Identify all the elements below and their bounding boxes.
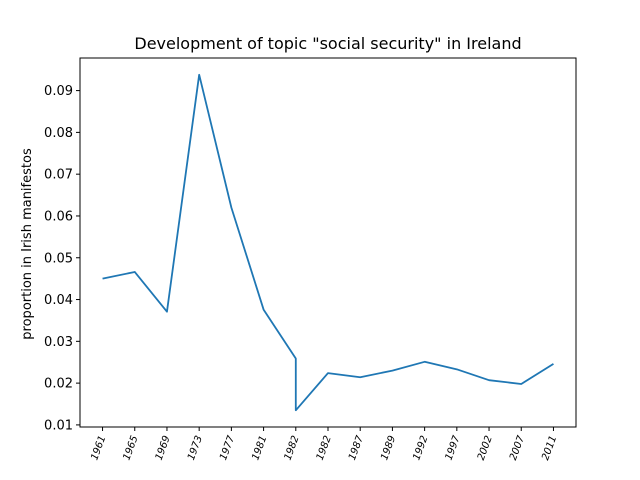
y-tick-label: 0.04 <box>44 293 73 308</box>
y-tick-label: 0.09 <box>44 84 73 99</box>
y-tick-label: 0.05 <box>44 251 73 266</box>
y-tick-label: 0.08 <box>44 126 73 141</box>
axes-frame <box>79 57 577 428</box>
series-line <box>102 73 554 412</box>
y-tick-label: 0.01 <box>44 418 73 433</box>
y-tick-label: 0.06 <box>44 209 73 224</box>
y-axis-label: proportion in Irish manifestos <box>20 148 35 340</box>
y-tick-label: 0.02 <box>44 377 73 392</box>
y-tick-label: 0.07 <box>44 168 73 183</box>
chart-title: Development of topic "social security" i… <box>134 34 521 53</box>
y-tick-label: 0.03 <box>44 335 73 350</box>
